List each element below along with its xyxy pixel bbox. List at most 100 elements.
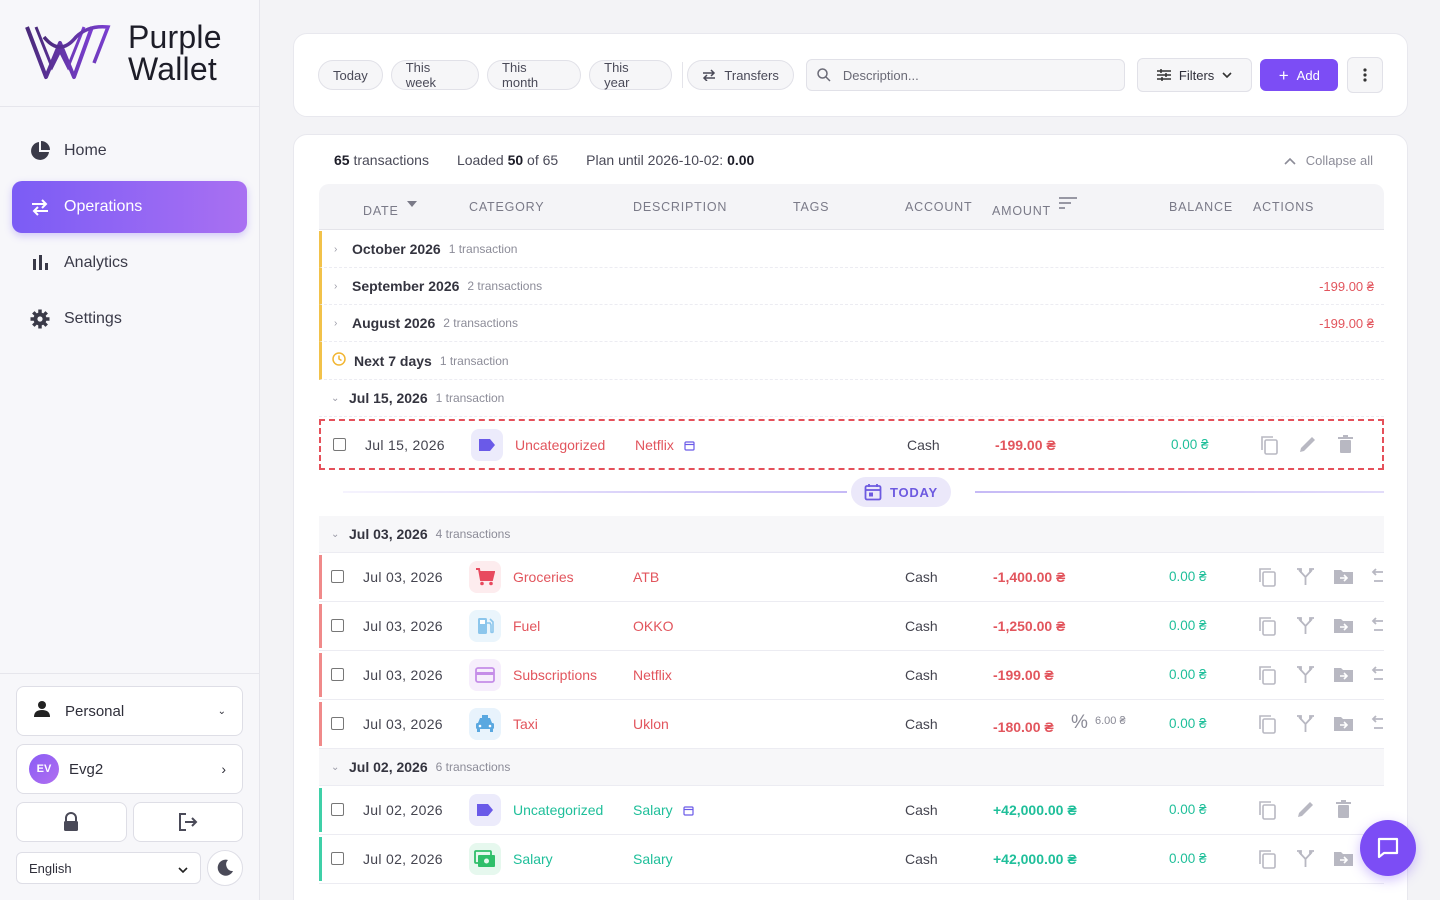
chip-today[interactable]: Today — [318, 60, 383, 90]
chip-this-week[interactable]: This week — [390, 60, 480, 90]
split-icon[interactable] — [1295, 664, 1316, 685]
day-group-jul-15[interactable]: ⌄ Jul 15, 2026 1 transaction — [319, 380, 1384, 417]
col-date[interactable]: DATE — [363, 204, 399, 218]
nav-label-settings: Settings — [64, 310, 122, 327]
row-description: ATB — [633, 569, 660, 585]
row-actions — [1257, 664, 1392, 685]
nav-item-analytics[interactable]: Analytics — [12, 237, 247, 289]
table-row[interactable]: Jul 03, 2026 Subscriptions Netflix Cash … — [319, 651, 1384, 700]
row-description: Netflix — [635, 437, 695, 453]
chevron-down-icon: ⌄ — [331, 761, 340, 773]
language-select[interactable]: English — [16, 852, 201, 884]
group-september-2026[interactable]: › September 2026 2 transactions -199.00 … — [319, 268, 1384, 305]
summary-bar: 65 transactions Loaded 50 of 65 Plan unt… — [294, 135, 1407, 185]
day-group-jul-02[interactable]: ⌄ Jul 02, 2026 6 transactions — [319, 749, 1384, 786]
group-count: 6 transactions — [435, 760, 511, 774]
filter-toolbar: Today This week This month This year Tra… — [293, 33, 1408, 117]
logo-icon — [25, 24, 111, 79]
move-to-folder-icon[interactable] — [1333, 713, 1354, 734]
group-august-2026[interactable]: › August 2026 2 transactions -199.00 ₴ — [319, 305, 1384, 342]
lock-button[interactable] — [16, 802, 127, 842]
logout-button[interactable] — [132, 802, 243, 842]
copy-icon[interactable] — [1259, 434, 1280, 455]
row-balance: 0.00 ₴ — [1169, 851, 1207, 866]
table-row[interactable]: Jul 03, 2026 Taxi Uklon Cash -180.00 ₴ %… — [319, 700, 1384, 749]
transfers-toggle[interactable]: Transfers — [687, 60, 794, 90]
brand-logo[interactable]: Purple Wallet — [0, 0, 259, 107]
split-icon[interactable] — [1295, 566, 1316, 587]
search-placeholder: Description... — [842, 67, 919, 83]
edit-icon[interactable] — [1295, 799, 1316, 820]
copy-icon[interactable] — [1257, 848, 1278, 869]
table-row[interactable]: Jul 03, 2026 Groceries ATB Cash -1,400.0… — [319, 553, 1384, 602]
edit-icon[interactable] — [1297, 434, 1318, 455]
row-checkbox[interactable] — [331, 619, 344, 632]
user-name: Evg2 — [69, 760, 104, 778]
row-account: Cash — [905, 569, 938, 585]
table-row[interactable]: Jul 02, 2026 Uncategorized Salary Cash +… — [319, 786, 1384, 835]
trash-icon[interactable] — [1335, 434, 1356, 455]
sort-lines-icon[interactable] — [1059, 197, 1077, 211]
more-menu-button[interactable] — [1347, 57, 1384, 93]
chevron-right-icon: › — [334, 317, 338, 329]
nav-item-home[interactable]: Home — [12, 125, 247, 177]
description-search[interactable]: Description... — [805, 59, 1125, 91]
copy-icon[interactable] — [1257, 799, 1278, 820]
convert-icon[interactable] — [1371, 615, 1392, 636]
row-checkbox[interactable] — [331, 668, 344, 681]
col-amount[interactable]: AMOUNT — [992, 204, 1051, 218]
copy-icon[interactable] — [1257, 615, 1278, 636]
move-to-folder-icon[interactable] — [1333, 615, 1354, 636]
convert-icon[interactable] — [1371, 664, 1392, 685]
workspace-select[interactable]: Personal ⌄ — [16, 686, 243, 736]
row-balance: 0.00 ₴ — [1169, 569, 1207, 584]
convert-icon[interactable] — [1371, 566, 1392, 587]
row-actions — [1257, 615, 1392, 636]
split-icon[interactable] — [1295, 615, 1316, 636]
transactions-panel: 65 transactions Loaded 50 of 65 Plan unt… — [293, 134, 1408, 900]
add-button[interactable]: + Add — [1260, 59, 1339, 91]
row-checkbox[interactable] — [331, 570, 344, 583]
group-total: -199.00 ₴ — [1319, 315, 1374, 331]
copy-icon[interactable] — [1257, 664, 1278, 685]
chip-this-year[interactable]: This year — [589, 60, 673, 90]
group-october-2026[interactable]: › October 2026 1 transaction — [319, 231, 1384, 268]
row-balance: 0.00 ₴ — [1169, 716, 1207, 731]
row-date: Jul 03, 2026 — [363, 618, 443, 634]
move-to-folder-icon[interactable] — [1333, 664, 1354, 685]
chevron-down-icon — [1222, 72, 1232, 78]
convert-icon[interactable] — [1371, 713, 1392, 734]
row-checkbox[interactable] — [331, 852, 344, 865]
table-row[interactable]: Jul 03, 2026 Fuel OKKO Cash -1,250.00 ₴ … — [319, 602, 1384, 651]
split-icon[interactable] — [1295, 713, 1316, 734]
group-title: Jul 02, 2026 — [349, 759, 428, 775]
row-checkbox[interactable] — [331, 717, 344, 730]
copy-icon[interactable] — [1257, 566, 1278, 587]
row-balance: 0.00 ₴ — [1171, 437, 1209, 452]
filters-button[interactable]: Filters — [1136, 58, 1253, 92]
clock-icon — [332, 352, 346, 369]
chip-this-month[interactable]: This month — [487, 60, 582, 90]
move-to-folder-icon[interactable] — [1333, 848, 1354, 869]
theme-toggle[interactable] — [207, 850, 243, 886]
trash-icon[interactable] — [1333, 799, 1354, 820]
chat-support-button[interactable] — [1360, 820, 1416, 876]
nav-item-operations[interactable]: Operations — [12, 181, 247, 233]
move-to-folder-icon[interactable] — [1333, 566, 1354, 587]
row-amount: -1,400.00 ₴ — [993, 569, 1066, 585]
row-checkbox[interactable] — [331, 803, 344, 816]
collapse-all-button[interactable]: Collapse all — [1284, 153, 1373, 168]
table-header: DATE CATEGORY DESCRIPTION TAGS ACCOUNT A… — [319, 184, 1384, 230]
nav-item-settings[interactable]: Settings — [12, 293, 247, 345]
table-row[interactable]: Jul 02, 2026 Salary Salary Cash +42,000.… — [319, 835, 1384, 884]
copy-icon[interactable] — [1257, 713, 1278, 734]
row-checkbox[interactable] — [333, 438, 346, 451]
split-icon[interactable] — [1295, 848, 1316, 869]
sort-desc-icon[interactable] — [407, 201, 417, 207]
calendar-icon — [684, 440, 695, 451]
day-group-jul-03[interactable]: ⌄ Jul 03, 2026 4 transactions — [319, 516, 1384, 553]
table-row-planned[interactable]: Jul 15, 2026 Uncategorized Netflix Cash … — [319, 419, 1384, 470]
user-menu[interactable]: EV Evg2 › — [16, 744, 243, 794]
nav-label-operations: Operations — [64, 198, 143, 215]
group-next-7-days[interactable]: Next 7 days 1 transaction — [319, 342, 1384, 380]
